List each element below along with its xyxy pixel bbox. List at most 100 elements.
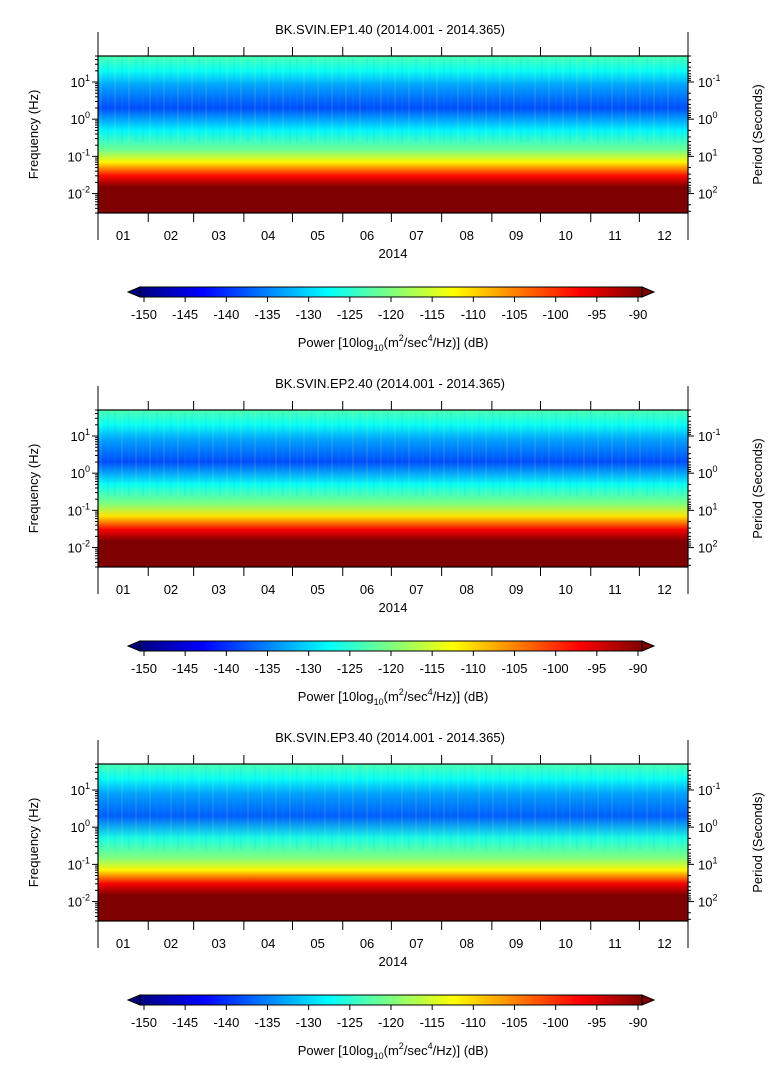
colorbar-label-label-mid2: /sec [404, 1043, 428, 1058]
x-axis: 01 02 03 04 05 06 07 08 09 10 11 12 2014 [97, 386, 689, 615]
colorbar-label-label-mid2: /sec [404, 335, 428, 350]
y-tick-base: 10 [698, 895, 712, 910]
y-tick-base: 10 [71, 112, 85, 127]
colorbar-tick-label: -100 [543, 307, 569, 322]
colorbar-tick-label: -120 [378, 1015, 404, 1030]
y-tick-exp: 1 [712, 501, 717, 511]
colorbar-arrow-high [641, 994, 656, 1006]
colorbar-tick-label: -110 [461, 307, 486, 322]
y-tick-base: 10 [71, 783, 85, 798]
y-tick-label: 100 [698, 818, 717, 835]
colorbar-tick-label: -135 [254, 307, 280, 322]
y-tick-label: 101 [71, 73, 90, 90]
y-tick-exp: 0 [712, 110, 717, 120]
y-tick-exp: -1 [82, 501, 90, 511]
y-tick-exp: 1 [85, 427, 90, 437]
x-tick-label: 12 [657, 582, 671, 597]
x-tick-label: 04 [261, 936, 275, 951]
y-tick-exp: 0 [85, 818, 90, 828]
colorbar-arrow-high [641, 286, 656, 298]
x-tick-label: 08 [460, 228, 474, 243]
y-tick-label: 102 [698, 893, 717, 910]
x-tick-label: 06 [360, 228, 374, 243]
spectrogram-image [98, 410, 688, 567]
colorbar-tick-label: -140 [213, 661, 239, 676]
y-tick-base: 10 [71, 429, 85, 444]
colorbar-label-label-mid2: /sec [404, 689, 428, 704]
colorbar-arrow-low [126, 286, 141, 298]
x-tick-label: 12 [657, 936, 671, 951]
y-tick-base: 10 [698, 541, 712, 556]
x-tick-label: 02 [164, 582, 178, 597]
colorbar-label-label-prefix: Power [10log [298, 689, 374, 704]
x-tick-label: 05 [310, 936, 324, 951]
colorbar-tick-label: -110 [461, 661, 486, 676]
spectrogram-image [98, 56, 688, 213]
y-tick-label: 10-1 [698, 73, 720, 90]
y-tick-exp: -2 [82, 539, 90, 549]
x-tick-label: 02 [164, 936, 178, 951]
x-axis-label: 2014 [379, 600, 408, 615]
colorbar-label-label-prefix: Power [10log [298, 335, 374, 350]
y-tick-label: 10-2 [68, 185, 90, 202]
x-tick-label: 02 [164, 228, 178, 243]
colorbar-tick-label: -145 [172, 1015, 198, 1030]
y-tick-exp: -1 [712, 427, 720, 437]
y-tick-label: 101 [71, 427, 90, 444]
colorbar-label-label-mid: (m [384, 689, 399, 704]
colorbar-tick-label: -115 [420, 1015, 445, 1030]
y-tick-base: 10 [698, 503, 712, 518]
colorbar-arrow-low [126, 994, 141, 1006]
colorbar-tick-label: -130 [296, 1015, 322, 1030]
y-tick-exp: -2 [82, 185, 90, 195]
x-axis: 01 02 03 04 05 06 07 08 09 10 11 12 2014 [97, 740, 689, 969]
colorbar-tick-label: -110 [461, 1015, 486, 1030]
y-tick-exp: 0 [712, 464, 717, 474]
y-tick-label: 102 [698, 185, 717, 202]
spectrogram-image [98, 764, 688, 921]
y-tick-exp: -1 [82, 855, 90, 865]
y-tick-label: 10-1 [698, 427, 720, 444]
plot-frame [97, 763, 689, 922]
colorbar: -150 -145 -140 -135 -130 -125 -120 -115 -110 -105… [126, 640, 656, 707]
colorbar-tick-label: -145 [172, 661, 198, 676]
colorbar-label: Power [10log10(m2/sec4/Hz)] (dB) [298, 687, 489, 707]
colorbar-tick-label: -95 [587, 307, 606, 322]
panel-2: BK.SVIN.EP2.40 (2014.001 - 2014.365)01 02… [26, 376, 765, 707]
colorbar-label-label-suffix: /Hz)] (dB) [433, 689, 489, 704]
colorbar-tick-label: -135 [254, 661, 280, 676]
colorbar-label-label-prefix: Power [10log [298, 1043, 374, 1058]
x-tick-label: 04 [261, 228, 275, 243]
y-tick-base: 10 [698, 429, 712, 444]
y-tick-label: 100 [71, 110, 90, 127]
colorbar-label-label-suffix: /Hz)] (dB) [433, 335, 489, 350]
y-tick-base: 10 [698, 857, 712, 872]
colorbar-tick-label: -90 [629, 307, 648, 322]
chart-title: BK.SVIN.EP1.40 (2014.001 - 2014.365) [275, 22, 505, 37]
y-tick-base: 10 [698, 187, 712, 202]
x-tick-label: 01 [116, 936, 130, 951]
y-tick-base: 10 [68, 541, 82, 556]
y-tick-base: 10 [698, 466, 712, 481]
y-tick-label: 100 [698, 464, 717, 481]
y-tick-label: 10-1 [68, 501, 90, 518]
y-tick-label: 10-2 [68, 539, 90, 556]
colorbar-label-label-mid: (m [384, 1043, 399, 1058]
y-axis-label-right: Period (Seconds) [750, 84, 765, 184]
x-tick-label: 09 [509, 228, 523, 243]
x-tick-label: 12 [657, 228, 671, 243]
y-tick-exp: 2 [712, 539, 717, 549]
y-tick-label: 101 [698, 501, 717, 518]
y-tick-exp: -2 [82, 893, 90, 903]
x-tick-label: 09 [509, 582, 523, 597]
colorbar-tick-label: -100 [543, 661, 569, 676]
y-axis-label-left: Frequency (Hz) [26, 90, 41, 180]
colorbar-label-label-mid: (m [384, 335, 399, 350]
y-tick-base: 10 [68, 895, 82, 910]
y-tick-base: 10 [71, 75, 85, 90]
y-tick-base: 10 [698, 112, 712, 127]
colorbar-tick-label: -135 [254, 1015, 280, 1030]
